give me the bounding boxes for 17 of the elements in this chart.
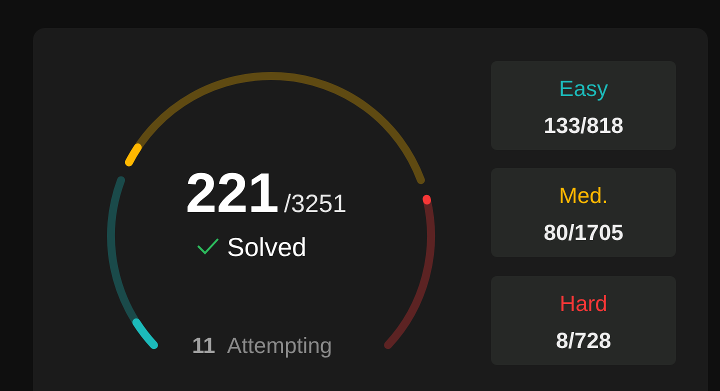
text: / [580, 113, 587, 138]
category-label: Hard [560, 291, 608, 316]
data-label: 1705 [574, 220, 624, 245]
text: / [568, 220, 574, 245]
text: Solved [227, 232, 306, 262]
category-label: Easy [559, 76, 608, 101]
data-label: 133 [544, 113, 581, 138]
text: / [568, 328, 574, 353]
text: Attempting [227, 333, 332, 358]
text: /3251 [284, 190, 347, 218]
category-label: Med. [559, 183, 608, 208]
data-label: 818 [586, 113, 624, 138]
text: 221 [186, 161, 279, 224]
data-label: 8 [556, 328, 568, 353]
text: 11 [192, 333, 216, 358]
data-label: 80 [544, 220, 568, 245]
data-label: 728 [574, 328, 612, 353]
